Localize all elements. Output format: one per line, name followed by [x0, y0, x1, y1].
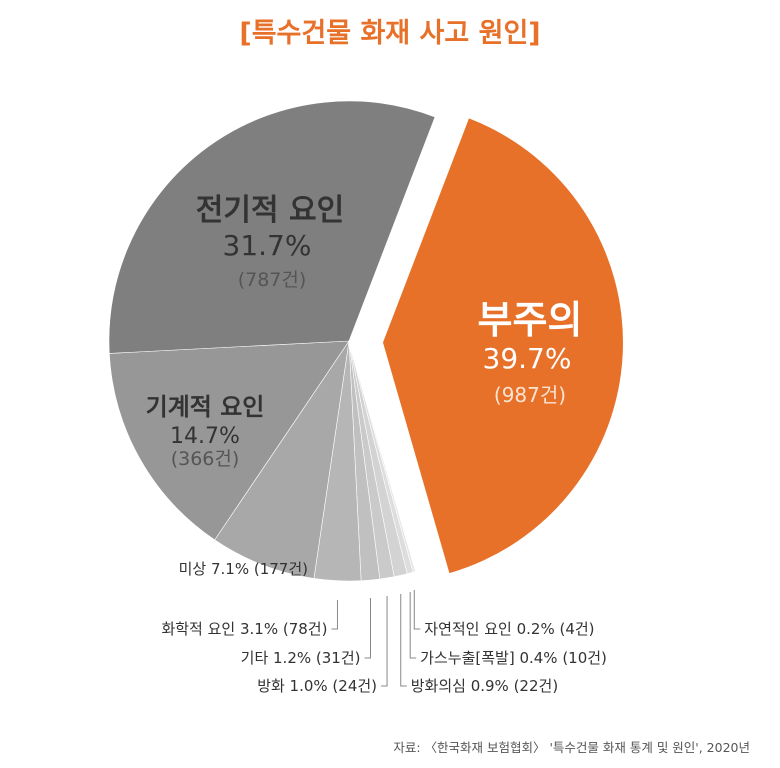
pie-slice-7 — [214, 340, 350, 579]
label-text-1: 자연적인 요인 0.2% (4건) — [424, 620, 594, 638]
label-text-5: 기타 1.2% (31건) — [241, 649, 361, 667]
label-pct-8: 14.7% — [170, 424, 240, 449]
pie-slice-9 — [108, 100, 436, 354]
leader-line-6 — [331, 600, 338, 630]
label-pct-0: 39.7% — [483, 342, 572, 375]
label-count-9: (787건) — [238, 269, 307, 291]
pie-slice-8 — [109, 340, 350, 541]
label-text-3: 방화의심 0.9% (22건) — [411, 677, 558, 695]
leader-line-3 — [400, 594, 407, 687]
leader-line-2 — [409, 592, 417, 659]
label-name-0: 부주의 — [478, 298, 583, 342]
label-text-6: 화학적 요인 3.1% (78건) — [161, 620, 327, 638]
label-name-9: 전기적 요인 — [196, 193, 344, 228]
label-text-4: 방화 1.0% (24건) — [257, 677, 377, 695]
label-name-8: 기계적 요인 — [146, 393, 265, 421]
pie-slice-0 — [382, 118, 623, 574]
leader-line-1 — [413, 590, 421, 630]
leader-line-5 — [364, 598, 371, 659]
label-text-7: 미상 7.1% (177건) — [179, 560, 308, 578]
label-count-8: (366건) — [171, 448, 240, 470]
label-count-0: (987건) — [494, 383, 566, 407]
leader-line-4 — [381, 596, 388, 687]
source-note: 자료: 〈한국화재 보험협회〉 '특수건물 화재 통계 및 원인', 2020년 — [393, 740, 750, 755]
chart-title: [특수건물 화재 사고 원인] — [239, 18, 540, 49]
label-pct-9: 31.7% — [223, 229, 312, 262]
pie-slices — [108, 100, 623, 582]
leader-lines — [331, 590, 421, 687]
label-text-2: 가스누출[폭발] 0.4% (10건) — [420, 649, 607, 667]
